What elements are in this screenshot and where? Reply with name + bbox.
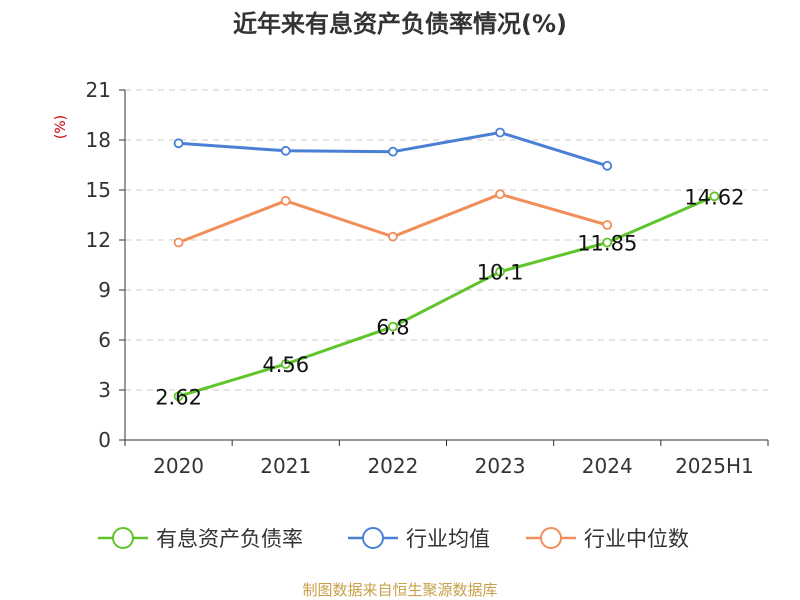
series-line [178,194,715,398]
y-tick-label: 18 [86,128,111,152]
x-tick-label: 2021 [260,454,311,478]
y-tick-label: 15 [86,178,111,202]
plot-area [173,127,720,402]
data-point[interactable] [388,146,398,157]
data-label: 2.62 [155,385,202,409]
data-point[interactable] [602,237,613,248]
axes: 0 3 6 9 12 15 18 21 2020 2021 2022 2023 2024 2025H1 [86,78,769,478]
legend-item[interactable]: 行业中位数 [526,527,689,551]
legend-marker [540,527,562,549]
data-point[interactable] [388,321,398,332]
legend-label: 有息资产负债率 [156,527,303,551]
data-point[interactable] [173,391,184,402]
legend-item[interactable]: 有息资产负债率 [98,527,303,551]
legend: 有息资产负债率 行业均值 行业中位数 [98,527,689,551]
legend-label: 行业均值 [406,527,490,551]
legend-label: 行业中位数 [584,527,689,551]
data-label: 6.8 [376,316,409,340]
x-tick-label: 2023 [475,454,526,478]
legend-item[interactable]: 行业均值 [348,527,490,551]
x-tick-label: 2020 [153,454,204,478]
data-point[interactable] [388,231,398,242]
data-point[interactable] [602,220,613,230]
legend-marker [112,527,134,549]
data-label: 10.1 [477,261,524,285]
y-tick-label: 6 [98,328,111,352]
data-point[interactable] [709,191,720,202]
data-point[interactable] [280,145,291,156]
source-note: 制图数据来自恒生聚源数据库 [302,581,497,599]
series-2 [173,189,613,248]
y-tick-label: 9 [98,278,111,302]
chart-title: 近年来有息资产负债率情况(%) [233,10,567,38]
y-axis-unit: (%) [53,115,69,139]
data-label: 4.56 [262,353,309,377]
data-point[interactable] [495,189,505,200]
data-point[interactable] [173,237,184,248]
data-point[interactable] [602,160,613,171]
data-point[interactable] [280,195,291,206]
data-label: 14.62 [684,185,744,209]
data-point[interactable] [173,138,184,149]
series-1 [173,127,613,171]
legend-marker [362,527,384,549]
y-tick-label: 21 [86,78,111,102]
data-point[interactable] [495,127,505,138]
x-tick-label: 2024 [582,454,633,478]
x-tick-label: 2025H1 [675,454,754,478]
x-tick-label: 2022 [367,454,418,478]
y-tick-label: 3 [98,378,111,402]
data-label: 11.85 [577,232,637,256]
series-0 [173,191,720,402]
data-point[interactable] [280,359,291,369]
y-tick-label: 0 [98,428,111,452]
grid-lines [125,89,768,391]
data-labels: 2.62 4.56 6.8 10.1 11.85 14.62 [155,185,744,409]
data-point[interactable] [495,266,505,277]
y-tick-label: 12 [86,228,111,252]
